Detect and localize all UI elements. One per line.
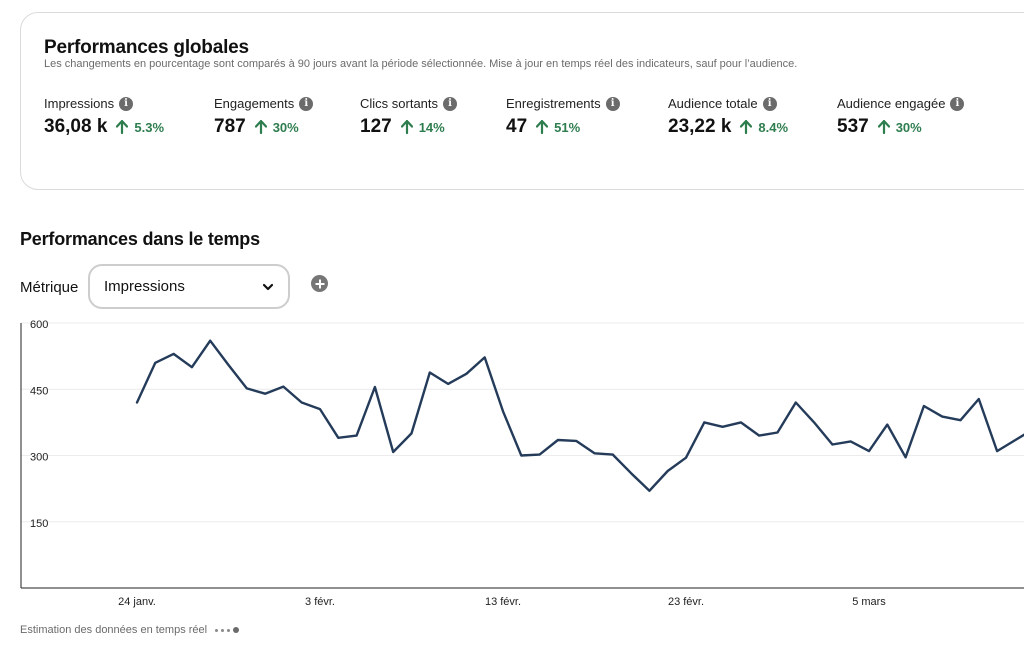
metric-select[interactable]: Impressions xyxy=(88,264,290,309)
y-tick-label: 450 xyxy=(30,385,48,397)
overview-title: Performances globales xyxy=(44,37,249,58)
metric-select-value: Impressions xyxy=(104,278,185,295)
x-tick-label: 23 févr. xyxy=(668,596,704,608)
add-circle-icon[interactable] xyxy=(311,275,328,292)
impressions-line-chart: 150 300 450 600 24 janv. 3 févr. 13 févr. 23 fé… xyxy=(20,319,1024,608)
x-tick-label: 5 mars xyxy=(852,596,886,608)
arrow-up-icon xyxy=(116,120,129,134)
metric-change: 14% xyxy=(418,119,445,135)
timeline-title: Performances dans le temps xyxy=(20,229,260,249)
overview-card: Performances globales Les changements en… xyxy=(20,12,1024,190)
metric-label: Engagements xyxy=(214,96,295,111)
metric-change: 5.3% xyxy=(134,119,165,135)
metric-picker-label: Métrique xyxy=(20,279,79,296)
metric-impressions: Impressions i 36,08 k 5.3% xyxy=(44,96,164,138)
info-icon[interactable]: i xyxy=(605,96,620,111)
arrow-up-icon xyxy=(254,120,267,134)
footer-text: Estimation des données en temps réel xyxy=(20,624,208,636)
metric-total-audience: Audience totale i 23,22 k 8.4% xyxy=(668,96,788,138)
metric-change: 30% xyxy=(895,119,922,135)
metric-value: 36,08 k xyxy=(44,116,108,137)
metric-label: Enregistrements xyxy=(506,96,601,111)
metric-value: 23,22 k xyxy=(668,116,732,137)
metric-saves: Enregistrements i 47 51% xyxy=(506,96,620,138)
metric-label: Audience totale xyxy=(668,96,758,111)
y-tick-label: 600 xyxy=(30,319,48,331)
metric-change: 8.4% xyxy=(758,119,789,135)
metric-label: Impressions xyxy=(44,96,115,111)
metric-engaged-audience: Audience engagée i 537 30% xyxy=(837,96,965,138)
metric-change: 30% xyxy=(272,119,299,135)
overview-subtitle: Les changements en pourcentage sont comp… xyxy=(44,58,798,70)
chevron-down-icon xyxy=(262,283,274,291)
y-tick-label: 300 xyxy=(30,452,48,464)
impressions-series-line xyxy=(135,339,1024,493)
footer-note: Estimation des données en temps réel xyxy=(20,624,242,636)
metric-value: 47 xyxy=(506,116,528,137)
info-icon[interactable]: i xyxy=(299,96,314,111)
arrow-up-icon xyxy=(400,120,413,134)
metric-change: 51% xyxy=(554,119,581,135)
metric-value: 787 xyxy=(214,116,246,137)
arrow-up-icon xyxy=(536,120,549,134)
x-tick-label: 24 janv. xyxy=(118,596,156,608)
loading-dots-icon xyxy=(215,627,242,633)
metric-engagements: Engagements i 787 30% xyxy=(214,96,314,138)
y-tick-label: 150 xyxy=(30,518,48,530)
metric-value: 537 xyxy=(837,116,869,137)
info-icon[interactable]: i xyxy=(950,96,965,111)
metric-label: Clics sortants xyxy=(360,96,439,111)
arrow-up-icon xyxy=(740,120,753,134)
info-icon[interactable]: i xyxy=(119,96,134,111)
x-tick-label: 3 févr. xyxy=(305,596,335,608)
x-tick-label: 13 févr. xyxy=(485,596,521,608)
info-icon[interactable]: i xyxy=(443,96,458,111)
metric-outbound-clicks: Clics sortants i 127 14% xyxy=(360,96,458,138)
metric-label: Audience engagée xyxy=(837,96,946,111)
info-icon[interactable]: i xyxy=(762,96,777,111)
metric-value: 127 xyxy=(360,116,392,137)
arrow-up-icon xyxy=(877,120,890,134)
